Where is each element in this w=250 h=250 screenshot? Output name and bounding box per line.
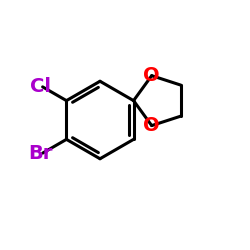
- Text: O: O: [144, 66, 160, 85]
- Text: Br: Br: [28, 144, 52, 163]
- Text: O: O: [144, 116, 160, 135]
- Text: Cl: Cl: [30, 78, 51, 96]
